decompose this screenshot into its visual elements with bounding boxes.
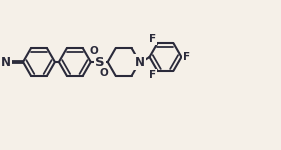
Text: S: S [95, 56, 105, 69]
Text: N: N [1, 56, 11, 69]
Text: O: O [89, 46, 98, 56]
Text: F: F [149, 34, 156, 44]
Text: O: O [99, 68, 108, 78]
Text: F: F [149, 70, 156, 80]
Text: N: N [135, 56, 144, 69]
Text: F: F [183, 52, 190, 62]
